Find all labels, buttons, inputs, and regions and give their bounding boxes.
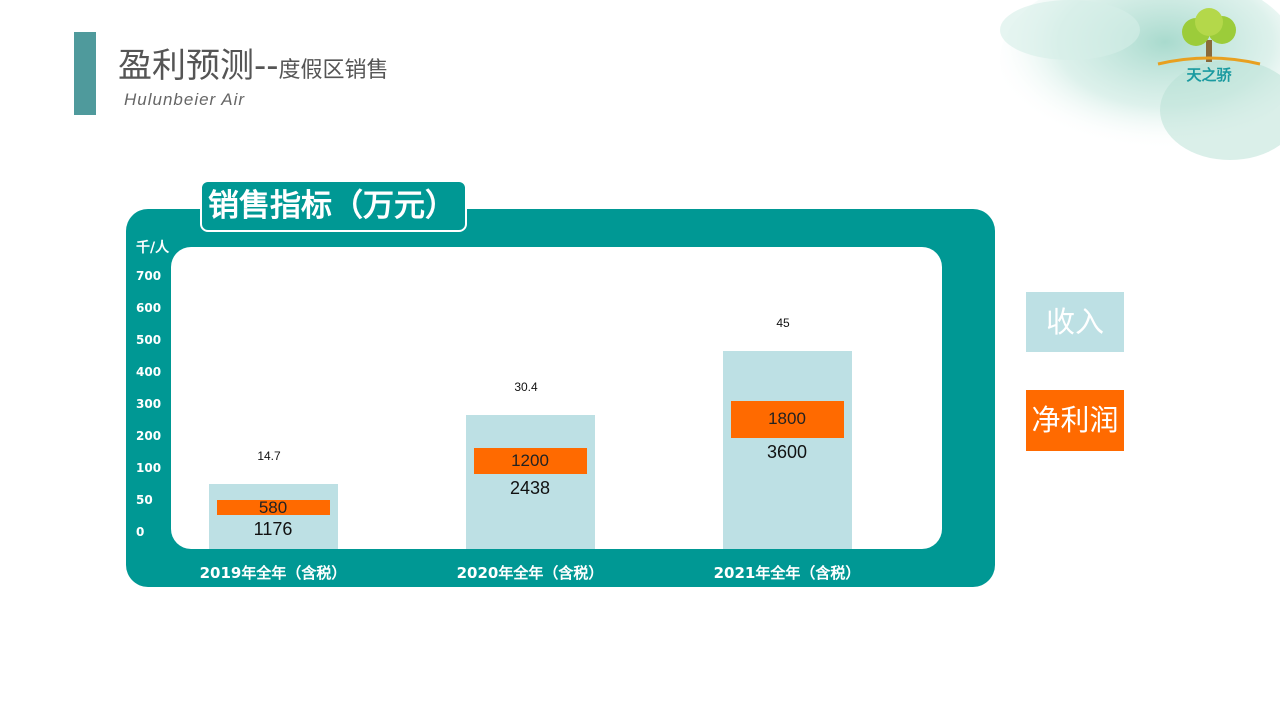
legend-revenue: 收入 [1026,292,1124,352]
net-profit-bar [730,400,844,439]
net-profit-bar [473,448,587,474]
y-tick-label: 600 [136,301,162,315]
panel-title: 销售指标（万元） [200,180,467,232]
bar-top-label: 14.7 [257,449,281,464]
bar-top-label: 45 [776,316,790,330]
page-subtitle-en: Hulunbeier Air [124,90,246,109]
y-tick-label: 700 [136,269,162,283]
decorative-watercolor: 天之骄 [1000,0,1280,160]
revenue-value-label: 3600 [766,442,808,463]
bar-top-label: 30.4 [514,379,538,394]
revenue-bar [722,351,852,549]
revenue-value-label: 2438 [509,477,551,498]
page-title-sub: 度假区销售 [278,58,389,83]
title-accent-bar [74,32,96,115]
net-profit-value-label: 580 [258,497,288,517]
y-tick-label: 300 [136,397,162,411]
y-tick-label: 400 [136,365,162,379]
legend-net-profit: 净利润 [1026,390,1124,451]
y-tick-label: 0 [136,525,145,539]
y-tick-label: 50 [136,493,153,507]
logo-text: 天之骄 [1186,66,1232,84]
page-title: 盈利预测--度假区销售 [118,46,389,91]
x-category-label: 2019年全年（含税） [199,564,347,582]
page-title-main: 盈利预测-- [118,46,279,86]
y-tick-label: 500 [136,333,162,347]
revenue-bar [208,484,338,549]
net-profit-value-label: 1800 [768,409,806,429]
net-profit-bar [216,500,330,516]
y-axis-unit: 千/人 [136,240,170,256]
revenue-value-label: 1176 [253,519,293,540]
net-profit-value-label: 1200 [511,451,549,471]
x-category-label: 2020年全年（含税） [456,564,604,582]
y-tick-label: 200 [136,429,162,443]
y-tick-label: 100 [136,461,162,475]
logo-tree-icon [1157,8,1261,66]
x-category-label: 2021年全年（含税） [713,564,861,582]
revenue-bar [465,414,595,549]
